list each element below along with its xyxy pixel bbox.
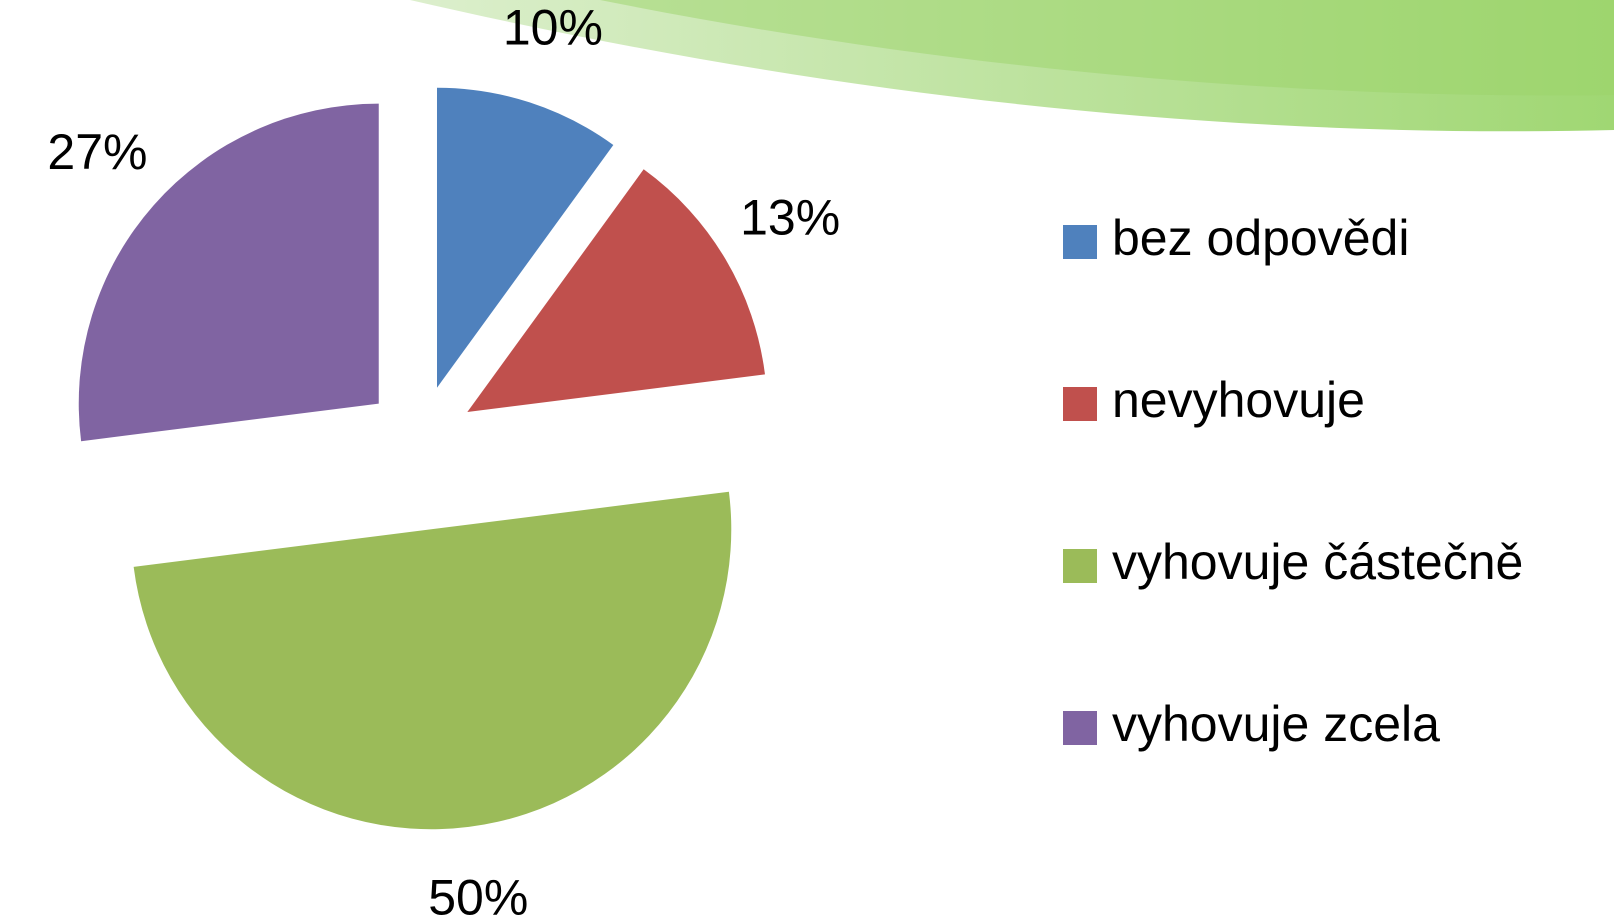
legend-label: nevyhovuje [1112,372,1365,428]
legend-swatch [1063,225,1097,259]
decor-swoosh [600,0,1614,96]
legend-label: vyhovuje částečně [1112,534,1523,590]
data-label: 13% [740,189,840,245]
data-label: 27% [47,124,147,180]
data-label: 10% [503,0,603,55]
pie-slice [467,169,765,413]
legend-swatch [1063,387,1097,421]
pie-slice [436,87,614,388]
data-label: 50% [428,870,528,915]
legend-label: vyhovuje zcela [1112,696,1440,752]
legend-swatch [1063,711,1097,745]
legend-label: bez odpovědi [1112,210,1409,266]
pie-slice [78,103,379,442]
pie-slice [133,491,732,830]
legend-swatch [1063,549,1097,583]
